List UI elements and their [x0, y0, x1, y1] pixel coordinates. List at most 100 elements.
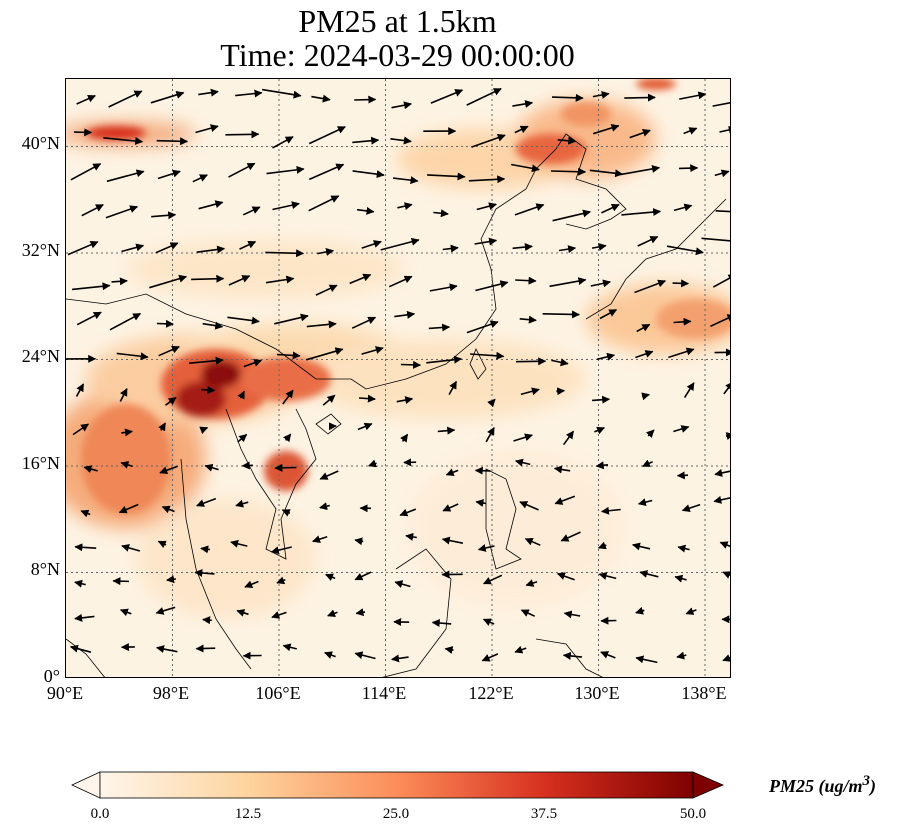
wind-arrow [368, 459, 377, 468]
wind-arrow [108, 90, 143, 108]
wind-arrow [514, 458, 531, 467]
colorbar-graphic [71, 771, 725, 799]
wind-arrow [352, 136, 380, 145]
wind-arrow [380, 237, 420, 251]
wind-arrow [592, 90, 610, 99]
wind-arrow [632, 542, 651, 551]
wind-arrow [481, 653, 499, 662]
wind-arrow [155, 606, 176, 615]
wind-arrow [475, 499, 486, 507]
wind-arrow [562, 430, 575, 446]
colorbar-tick-12-5: 12.5 [234, 806, 262, 822]
wind-arrow [427, 172, 466, 181]
wind-arrow [674, 574, 687, 583]
wind-arrow [243, 359, 263, 368]
wind-arrow [474, 466, 491, 475]
wind-arrow [237, 390, 245, 400]
wind-arrow [641, 459, 654, 468]
wind-arrow [388, 275, 413, 288]
wind-arrow [639, 570, 659, 578]
wind-arrow [198, 88, 219, 97]
wind-arrow [673, 317, 692, 326]
wind-arrow [241, 461, 253, 470]
colorbar-label-text: PM25 (ug/m [769, 776, 863, 796]
coast-philippines [485, 468, 522, 570]
wind-arrow [116, 352, 149, 361]
wind-arrow [200, 545, 211, 554]
wind-arrow [621, 208, 662, 217]
wind-arrow [235, 89, 263, 98]
wind-arrow [311, 94, 331, 103]
wind-arrow [636, 323, 651, 333]
wind-arrow [714, 469, 730, 477]
title-line-2: Time: 2024-03-29 00:00:00 [220, 37, 575, 73]
map-canvas [66, 79, 730, 677]
wind-arrow [281, 509, 291, 517]
wind-arrow [553, 465, 571, 474]
wind-arrow [672, 279, 690, 288]
lon-tick-138e: 138°E [681, 683, 727, 703]
wind-arrow [482, 574, 503, 585]
wind-arrow [668, 347, 695, 359]
wind-arrow [276, 576, 286, 585]
wind-arrow [683, 382, 695, 399]
wind-arrow [396, 396, 414, 405]
wind-arrow [448, 380, 458, 395]
wind-arrow [276, 351, 301, 360]
wind-arrow [701, 237, 730, 242]
wind-arrow [550, 167, 587, 176]
wind-arrow [589, 169, 624, 178]
colorbar-label-end: ) [870, 776, 877, 796]
wind-arrow [70, 163, 102, 181]
coast-malay [180, 458, 252, 670]
wind-arrow [557, 136, 577, 145]
wind-arrow [271, 611, 287, 619]
wind-arrow [525, 579, 538, 587]
wind-arrow [428, 323, 451, 332]
wind-arrow [274, 463, 297, 472]
wind-arrow [155, 242, 179, 254]
wind-arrow [306, 320, 337, 329]
wind-arrow [261, 88, 302, 99]
wind-arrow [637, 498, 653, 507]
wind-arrow [679, 91, 707, 100]
wind-arrow [542, 310, 580, 319]
wind-arrow [514, 203, 545, 216]
colorbar-tick-37-5: 37.5 [530, 806, 558, 822]
lat-tick-24n: 24°N [21, 346, 60, 366]
wind-arrow [322, 394, 336, 406]
wind-arrow [685, 607, 697, 615]
wind-arrow [646, 429, 655, 439]
wind-arrow [394, 580, 411, 588]
wind-arrow [634, 279, 667, 294]
wind-arrow [444, 646, 454, 654]
wind-arrow [677, 544, 690, 553]
wind-arrow [400, 360, 422, 369]
wind-arrow [722, 571, 730, 579]
wind-arrow [466, 87, 502, 106]
wind-arrow [725, 432, 730, 440]
wind-arrow [272, 136, 294, 149]
wind-arrow [357, 422, 373, 431]
wind-arrow [106, 169, 145, 183]
wind-arrow [242, 206, 261, 216]
wind-arrow [312, 535, 328, 544]
wind-arrow [399, 508, 417, 517]
coast-china [66, 133, 627, 390]
wind-arrow [112, 577, 129, 586]
wind-arrow [429, 283, 458, 292]
wind-arrow [710, 314, 730, 328]
wind-arrow [487, 398, 496, 408]
wind-arrow [712, 274, 730, 288]
wind-arrow [158, 345, 180, 357]
wind-arrow [325, 573, 336, 581]
wind-arrow [520, 387, 540, 396]
wind-arrow [393, 176, 419, 185]
wind-arrow [270, 546, 292, 555]
wind-arrow [202, 616, 212, 625]
wind-arrow [109, 312, 142, 331]
wind-arrow [390, 136, 412, 145]
wind-vectors [66, 87, 730, 664]
wind-arrow [274, 313, 309, 325]
wind-arrow [485, 426, 495, 443]
